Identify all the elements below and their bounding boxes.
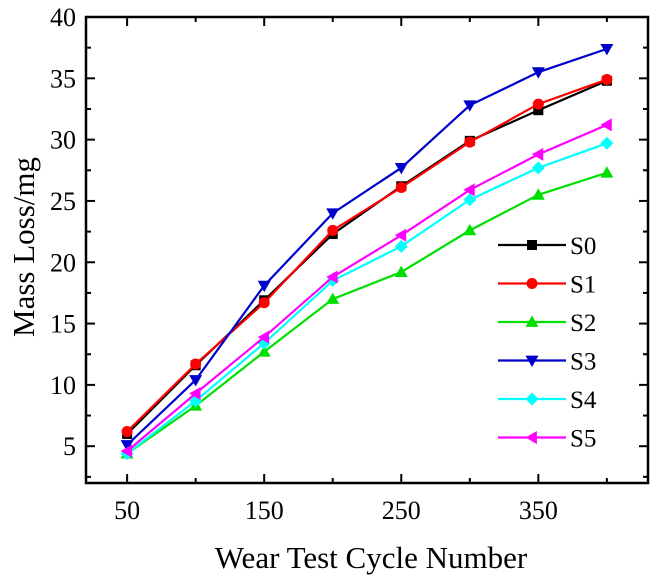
data-point bbox=[189, 375, 203, 387]
series-s5 bbox=[120, 118, 612, 458]
x-tick-label: 350 bbox=[519, 496, 558, 525]
data-point bbox=[531, 161, 545, 175]
data-point bbox=[600, 136, 614, 150]
data-point bbox=[120, 440, 134, 452]
data-point bbox=[326, 208, 340, 220]
y-tick-label: 40 bbox=[50, 3, 76, 32]
legend-marker bbox=[527, 240, 537, 250]
data-point bbox=[257, 330, 270, 344]
series-line bbox=[126, 171, 608, 455]
series-line bbox=[126, 142, 608, 455]
data-point bbox=[464, 136, 476, 148]
data-point bbox=[531, 67, 545, 79]
legend-entry: S0 bbox=[498, 233, 596, 260]
data-point bbox=[394, 162, 408, 175]
data-point bbox=[190, 358, 202, 370]
legend-label: S5 bbox=[570, 426, 596, 453]
x-tick-label: 50 bbox=[114, 496, 140, 525]
legend-label: S0 bbox=[570, 233, 596, 260]
legend-entry: S5 bbox=[498, 426, 596, 453]
legend-label: S2 bbox=[570, 310, 596, 337]
axis-ticks: 5 10 15 20 25 30 35 40 50 150 250 350 bbox=[50, 3, 648, 525]
data-point bbox=[463, 223, 477, 236]
legend: S0 S1 S2 S3 S4 S5 bbox=[498, 233, 597, 453]
x-axis-label: Wear Test Cycle Number bbox=[215, 540, 528, 575]
legend-marker bbox=[525, 392, 539, 406]
x-tick-label: 150 bbox=[245, 496, 284, 525]
y-tick-label: 35 bbox=[50, 64, 76, 93]
data-point bbox=[463, 193, 477, 207]
data-point bbox=[394, 265, 408, 277]
y-tick-label: 30 bbox=[50, 126, 76, 155]
legend-label: S3 bbox=[570, 349, 596, 376]
data-point bbox=[463, 100, 477, 112]
data-point bbox=[257, 280, 271, 293]
data-point bbox=[121, 425, 133, 437]
y-tick-label: 20 bbox=[50, 248, 76, 277]
y-axis-label: Mass Loss/mg bbox=[6, 157, 41, 337]
plot-content bbox=[120, 44, 614, 461]
series-line bbox=[126, 78, 608, 433]
legend-label: S4 bbox=[570, 387, 597, 414]
y-tick-label: 10 bbox=[50, 371, 76, 400]
data-point bbox=[258, 297, 270, 309]
data-point bbox=[531, 147, 544, 161]
legend-entry: S2 bbox=[498, 310, 596, 337]
data-point bbox=[394, 239, 408, 253]
data-point bbox=[531, 188, 545, 200]
data-point bbox=[326, 270, 338, 284]
data-point bbox=[601, 74, 613, 86]
legend-entry: S4 bbox=[498, 387, 597, 414]
data-point bbox=[327, 224, 339, 236]
data-point bbox=[600, 118, 612, 132]
series-s1 bbox=[121, 74, 613, 437]
legend-entry: S3 bbox=[498, 349, 596, 376]
data-point bbox=[189, 386, 201, 400]
x-tick-label: 250 bbox=[382, 496, 421, 525]
data-point bbox=[600, 166, 614, 178]
legend-marker bbox=[525, 355, 539, 367]
legend-entry: S1 bbox=[498, 272, 596, 299]
legend-marker bbox=[525, 431, 537, 444]
data-point bbox=[532, 98, 544, 110]
series-line bbox=[126, 123, 608, 452]
data-point bbox=[463, 183, 475, 197]
data-point bbox=[257, 345, 271, 357]
data-point bbox=[600, 44, 614, 56]
legend-marker bbox=[525, 315, 539, 327]
y-tick-label: 15 bbox=[50, 310, 76, 339]
data-point bbox=[394, 228, 407, 242]
legend-label: S1 bbox=[570, 272, 596, 299]
data-point bbox=[120, 444, 132, 458]
legend-marker bbox=[526, 278, 538, 289]
series-s3 bbox=[120, 44, 614, 452]
series-line bbox=[126, 47, 608, 446]
data-point bbox=[326, 292, 340, 304]
y-tick-label: 25 bbox=[50, 187, 76, 216]
data-point bbox=[395, 181, 407, 193]
data-point bbox=[533, 105, 544, 116]
series-s4 bbox=[120, 136, 614, 461]
plot-frame bbox=[84, 15, 650, 485]
y-tick-label: 5 bbox=[63, 432, 76, 461]
